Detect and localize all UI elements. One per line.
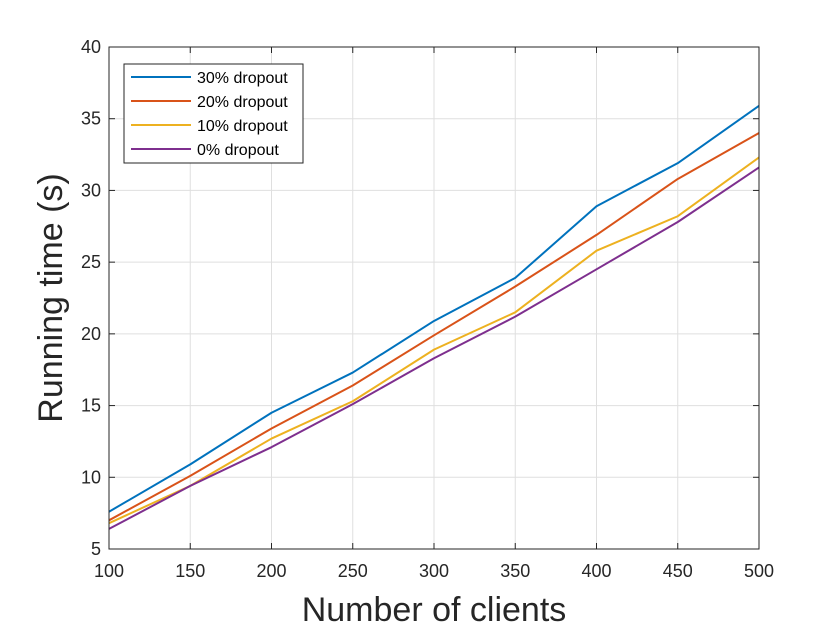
- x-tick-label: 200: [256, 561, 286, 581]
- y-tick-label: 35: [81, 109, 101, 129]
- series-line-0: [108, 104, 760, 513]
- series-lines: [108, 104, 760, 530]
- y-axis-label: Running time (s): [32, 173, 70, 422]
- y-tick-label: 10: [81, 467, 101, 487]
- legend-label: 10% dropout: [197, 118, 288, 135]
- legend: 30% dropout 20% dropout 10% dropout 0% drop…: [123, 63, 304, 164]
- y-tick-label: 20: [81, 324, 101, 344]
- x-tick-label: 500: [744, 561, 774, 581]
- series-line-2: [108, 156, 760, 525]
- x-tick-label: 350: [500, 561, 530, 581]
- x-tick-label: 300: [419, 561, 449, 581]
- x-tick-label: 100: [94, 561, 124, 581]
- y-tick-label: 30: [81, 180, 101, 200]
- x-tick-label: 450: [663, 561, 693, 581]
- legend-box: [123, 63, 304, 164]
- y-tick-label: 15: [81, 396, 101, 416]
- x-tick-label: 250: [338, 561, 368, 581]
- legend-label: 30% dropout: [197, 70, 288, 87]
- legend-label: 0% dropout: [197, 142, 279, 159]
- series-line-1: [108, 132, 760, 522]
- legend-label: 20% dropout: [197, 94, 288, 111]
- x-tick-label: 150: [175, 561, 205, 581]
- series-line-3: [108, 166, 760, 530]
- y-tick-label: 5: [91, 539, 101, 559]
- y-tick-labels: 5 10 15 20 25 30 35 40: [81, 37, 101, 559]
- y-tick-label: 40: [81, 37, 101, 57]
- x-tick-labels: 100 150 200 250 300 350 400 450 500: [94, 561, 774, 581]
- x-tick-label: 400: [581, 561, 611, 581]
- y-tick-label: 25: [81, 252, 101, 272]
- axis-ticks: [108, 46, 760, 550]
- x-axis-label: Number of clients: [302, 591, 567, 629]
